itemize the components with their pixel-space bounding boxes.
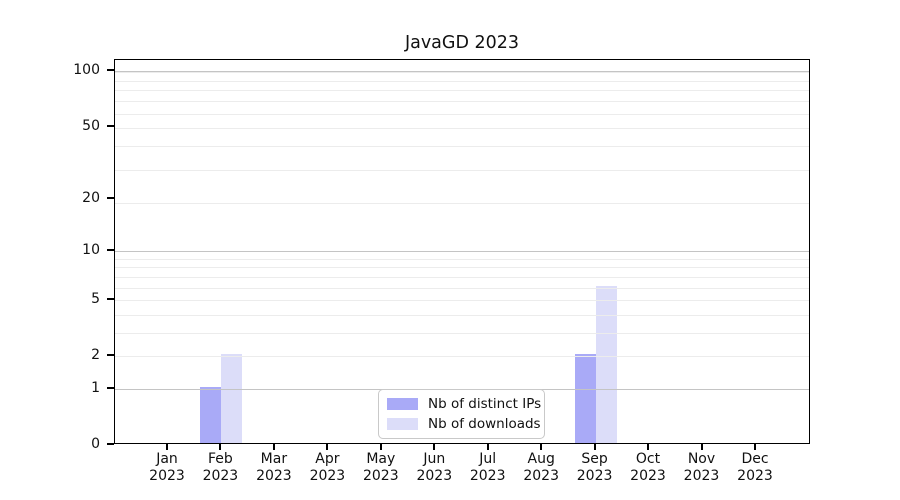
y-tick-label: 0 xyxy=(91,436,100,452)
x-tick-year: 2023 xyxy=(737,468,773,484)
x-tick-month: Oct xyxy=(635,451,661,467)
gridline-minor xyxy=(115,72,809,74)
gridline-minor xyxy=(115,300,809,301)
x-tick-mark xyxy=(379,444,382,450)
legend-label: Nb of downloads xyxy=(428,416,541,432)
y-tick-label: 1 xyxy=(91,379,100,396)
y-tick-mark xyxy=(107,69,114,72)
legend: Nb of distinct IPs Nb of downloads xyxy=(378,389,545,439)
x-tick-label: May 2023 xyxy=(341,451,421,485)
x-tick-year: 2023 xyxy=(256,468,292,484)
legend-label: Nb of distinct IPs xyxy=(428,396,542,412)
x-tick-year: 2023 xyxy=(202,468,239,484)
gridline-minor xyxy=(115,258,809,260)
x-tick-mark xyxy=(219,444,222,450)
x-tick-mark xyxy=(433,444,436,450)
y-tick-mark xyxy=(107,196,114,199)
x-tick-year: 2023 xyxy=(523,468,559,484)
x-tick-label: Aug 2023 xyxy=(501,451,581,485)
gridline-minor xyxy=(115,113,809,115)
bar-nb-of-distinct-ips-sep xyxy=(574,354,596,443)
x-tick-label: Feb 2023 xyxy=(180,451,260,485)
gridline-minor xyxy=(115,314,809,316)
plot-area: Nb of distinct IPs Nb of downloads xyxy=(114,59,810,444)
y-tick-mark xyxy=(107,386,114,389)
x-tick-month: Nov xyxy=(687,451,716,467)
x-tick-label: Apr 2023 xyxy=(287,451,367,485)
x-tick-year: 2023 xyxy=(309,468,346,484)
x-tick-month: Aug xyxy=(527,451,555,467)
gridline-minor xyxy=(115,128,809,130)
x-tick-year: 2023 xyxy=(416,468,453,484)
x-tick-mark xyxy=(754,444,756,450)
x-tick-mark xyxy=(540,444,543,450)
x-tick-mark xyxy=(326,444,329,450)
x-tick-label: Oct 2023 xyxy=(608,451,688,485)
x-tick-label: Jan 2023 xyxy=(127,451,207,485)
gridline-minor xyxy=(115,276,809,278)
x-tick-month: May xyxy=(366,451,396,467)
x-tick-month: Jun xyxy=(423,451,446,467)
gridline-minor xyxy=(115,267,809,269)
y-tick-mark xyxy=(107,354,114,357)
x-tick-label: Mar 2023 xyxy=(234,451,314,485)
x-tick-mark xyxy=(647,444,649,450)
x-tick-year: 2023 xyxy=(683,468,720,484)
y-tick-label: 20 xyxy=(82,189,100,206)
x-tick-label: Nov 2023 xyxy=(662,451,742,485)
gridline-minor xyxy=(115,287,809,289)
legend-swatch-icon xyxy=(387,398,418,410)
x-tick-label: Dec 2023 xyxy=(715,451,795,485)
x-tick-mark xyxy=(272,444,275,450)
y-tick-mark xyxy=(107,298,114,300)
x-tick-mark xyxy=(593,444,596,450)
y-tick-label: 50 xyxy=(82,117,100,134)
legend-swatch-icon xyxy=(387,418,418,430)
x-tick-year: 2023 xyxy=(362,468,399,484)
x-tick-year: 2023 xyxy=(576,468,613,484)
chart-title: JavaGD 2023 xyxy=(404,33,520,53)
x-tick-year: 2023 xyxy=(630,468,666,484)
y-tick-label: 10 xyxy=(82,241,100,258)
gridline-minor xyxy=(115,80,809,82)
gridline-minor xyxy=(115,332,809,334)
x-tick-label: Sep 2023 xyxy=(555,451,635,485)
x-tick-year: 2023 xyxy=(149,468,185,484)
gridline-minor xyxy=(115,101,809,103)
x-tick-month: Jul xyxy=(479,451,497,467)
y-tick-mark xyxy=(107,443,114,445)
y-tick-mark xyxy=(107,248,114,251)
bar-nb-of-distinct-ips-feb xyxy=(200,386,222,443)
y-tick-label: 100 xyxy=(73,62,100,79)
y-tick-label: 2 xyxy=(91,347,100,364)
y-tick-mark xyxy=(107,124,114,127)
bar-nb-of-downloads-feb xyxy=(221,354,243,443)
gridline-major xyxy=(115,250,809,252)
x-tick-mark xyxy=(166,444,168,450)
gridline-minor xyxy=(115,146,809,148)
x-tick-year: 2023 xyxy=(469,468,506,484)
x-tick-month: Feb xyxy=(207,451,233,467)
y-tick-label: 5 xyxy=(91,291,100,307)
x-tick-mark xyxy=(486,444,489,450)
gridline-minor xyxy=(115,169,809,171)
gridline-minor xyxy=(115,90,809,92)
x-tick-month: Apr xyxy=(315,451,340,467)
x-tick-month: Mar xyxy=(260,451,288,467)
legend-entry: Nb of downloads xyxy=(387,416,541,432)
bar-nb-of-downloads-sep xyxy=(595,285,617,443)
x-tick-month: Dec xyxy=(741,451,769,467)
x-tick-month: Jan xyxy=(156,451,178,467)
x-tick-mark xyxy=(700,444,703,450)
x-tick-month: Sep xyxy=(581,451,608,467)
gridline-minor xyxy=(115,356,809,358)
legend-entry: Nb of distinct IPs xyxy=(387,396,541,412)
x-tick-label: Jul 2023 xyxy=(448,451,528,485)
x-tick-label: Jun 2023 xyxy=(394,451,474,485)
gridline-minor xyxy=(115,202,809,204)
gridline-major xyxy=(115,71,809,73)
